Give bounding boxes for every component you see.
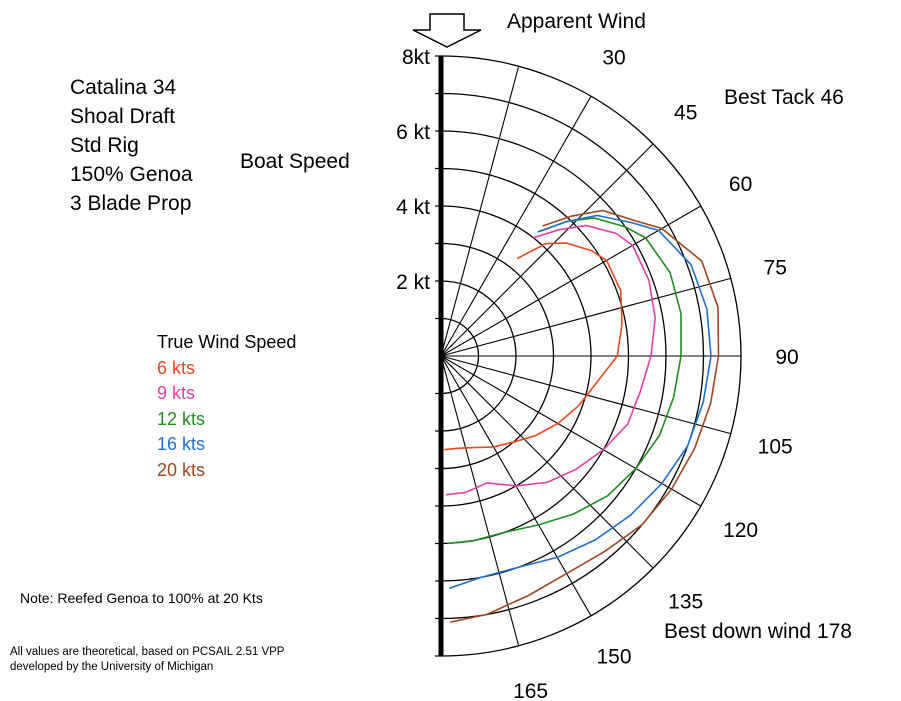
grid-spoke (440, 95, 592, 357)
grid-spoke (440, 205, 702, 357)
legend-item-9kts: 9 kts (157, 383, 196, 403)
radial-tick-label: 8kt (402, 46, 430, 69)
radial-tick-label: 6 kt (396, 121, 430, 144)
angle-tick-label: 30 (602, 46, 625, 69)
grid-spoke (440, 355, 731, 435)
legend-title: True Wind Speed (157, 332, 297, 352)
angle-tick-label: 105 (758, 436, 793, 459)
series-line-9kts (445, 224, 657, 496)
wind-arrow-icon (412, 13, 482, 48)
legend: True Wind Speed 6 kts 9 kts 12 kts 16 kt… (157, 330, 296, 483)
angle-tick-label: 135 (668, 591, 703, 614)
footnote-line-2: developed by the University of Michigan (10, 661, 214, 673)
grid-spoke (440, 355, 654, 569)
footnote: All values are theoretical, based on PCS… (10, 645, 284, 675)
series-line-16kts (448, 214, 712, 590)
angle-tick-label: 165 (513, 680, 548, 701)
grid-spoke (440, 143, 654, 357)
legend-item-6kts: 6 kts (157, 357, 196, 378)
angle-tick-label: 45 (674, 101, 697, 124)
angle-tick-label: 75 (764, 256, 787, 279)
polar-labels: Apparent Wind 8kt 6 kt 4 kt 2 kt Boat Speed 30… (240, 10, 852, 701)
angle-tick-label: 90 (775, 346, 798, 369)
series-line-12kts (447, 217, 682, 545)
boat-specs: Catalina 34 Shoal Draft Std Rig 150% Gen… (70, 73, 193, 218)
grid-spoke (440, 355, 702, 507)
radial-tick-label: 2 kt (396, 271, 430, 294)
angle-tick-label: 60 (729, 173, 752, 196)
spec-draft: Shoal Draft (70, 105, 176, 128)
spec-genoa: 150% Genoa (70, 163, 193, 186)
annotation-best-downwind: Best down wind 178 (664, 620, 852, 643)
angle-tick-label: 150 (596, 646, 631, 669)
legend-item-20kts: 20 kts (157, 459, 206, 480)
spec-model: Catalina 34 (70, 76, 177, 99)
radial-axis-label: Boat Speed (240, 150, 350, 173)
grid-spoke (440, 277, 731, 357)
grid-spoke (440, 66, 520, 357)
legend-item-16kts: 16 kts (157, 434, 206, 454)
series-line-6kts (444, 242, 623, 451)
series-line-20kts (450, 209, 720, 623)
polar-series (444, 209, 720, 623)
spec-rig: Std Rig (70, 134, 139, 157)
radial-tick-label: 4 kt (396, 196, 430, 219)
chart-title: Apparent Wind (507, 10, 646, 33)
spec-prop: 3 Blade Prop (70, 192, 192, 215)
legend-item-12kts: 12 kts (157, 408, 206, 429)
reef-note: Note: Reefed Genoa to 100% at 20 Kts (20, 590, 263, 606)
angle-tick-label: 120 (723, 519, 758, 542)
footnote-line-1: All values are theoretical, based on PCS… (10, 646, 285, 658)
grid-spoke (440, 355, 520, 646)
annotation-best-tack: Best Tack 46 (724, 86, 844, 109)
